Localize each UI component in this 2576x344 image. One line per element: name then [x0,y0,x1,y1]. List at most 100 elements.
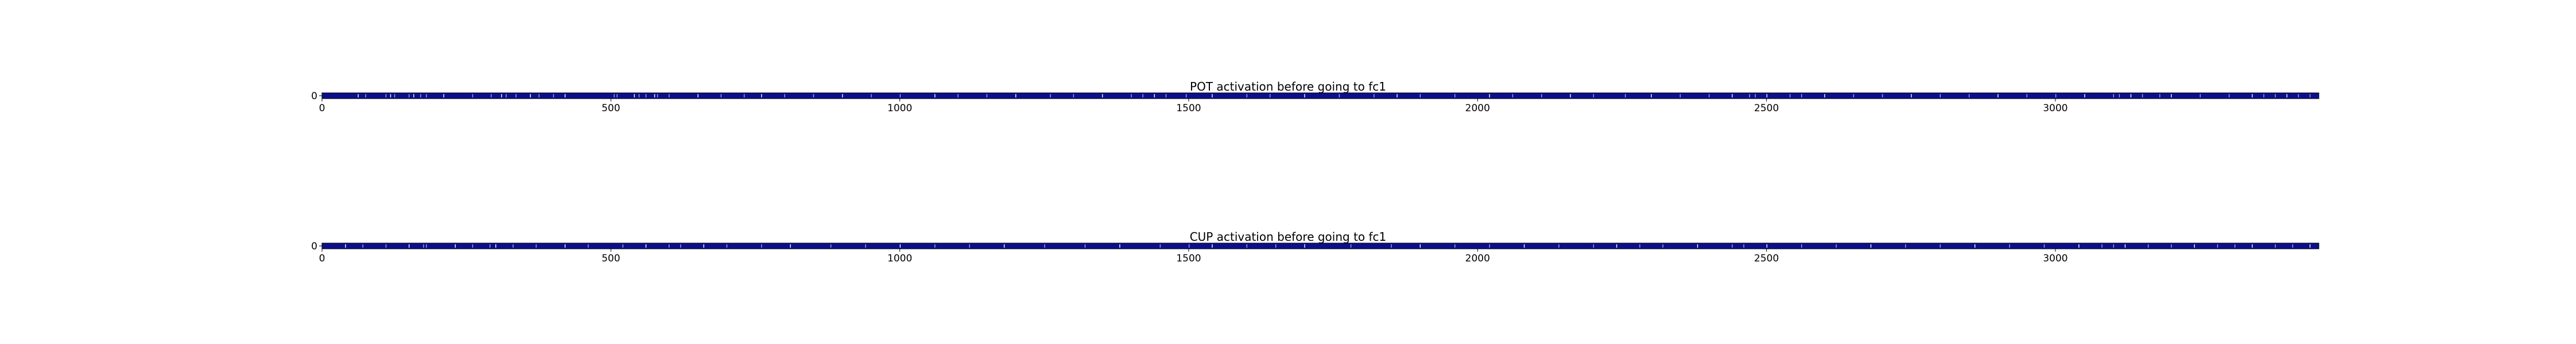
heatmap-cell [1044,244,1045,248]
x-tick-label: 2000 [1465,253,1490,264]
x-tick-label: 0 [319,253,325,264]
heatmap-cell [634,94,635,97]
heatmap-cell [443,94,444,97]
heatmap-cell [1073,94,1074,97]
heatmap-cell [616,94,618,97]
heatmap-cell [472,94,474,97]
heatmap-cell [899,244,901,248]
x-tick-label: 1000 [887,103,912,114]
heatmap-background [322,93,2319,99]
heatmap-cell [2234,244,2236,248]
heatmap-cell [2217,244,2218,248]
heatmap-cell [1824,94,1825,97]
heatmap-cell [390,94,391,97]
heatmap-cell [1616,244,1617,248]
heatmap-cell [865,244,866,248]
heatmap-cell [1743,244,1744,248]
heatmap-cell [2078,244,2080,248]
x-tick-label: 0 [319,103,325,114]
heatmap-cell [622,244,623,248]
x-tick-label: 2000 [1465,103,1490,114]
heatmap-cell [2263,94,2264,97]
heatmap-cell [1541,94,1542,97]
heatmap-cell [2055,94,2057,97]
heatmap-cell [538,94,540,97]
heatmap-cell [697,94,699,97]
x-tick-label: 1500 [1176,253,1201,264]
heatmap-cell [680,244,681,248]
heatmap-cell [420,94,421,97]
heatmap-cell [1142,94,1143,97]
heatmap-cell [2159,94,2160,97]
heatmap-cell [1101,94,1103,97]
heatmap-cell [2113,244,2115,248]
heatmap-cell [345,244,346,248]
heatmap-cell [1154,94,1155,97]
heatmap-cell [1275,244,1277,248]
heatmap-cell [1801,244,1802,248]
heatmap-cell [1419,94,1421,97]
heatmap-cell [1419,244,1421,248]
chart-title: POT activation before going to fc1 [1190,80,1386,93]
heatmap-cell [1304,244,1305,248]
heatmap-cell [365,94,366,97]
heatmap-cell [934,244,936,248]
heatmap-cell [2298,94,2299,97]
heatmap-cell [1454,244,1456,248]
heatmap-cell [1881,94,1883,97]
heatmap-cell [2194,244,2195,248]
pot-activation-heatmap: 0 500 1000 1500 2000 2500 3000 0 [311,91,2319,114]
x-tick-label: 2500 [1754,103,1779,114]
heatmap-cell [1119,244,1120,248]
heatmap-cell [1755,94,1756,97]
heatmap-cell [1662,244,1663,248]
heatmap-cell [1853,94,1855,97]
heatmap-cell [657,94,658,97]
heatmap-cell [761,244,762,248]
heatmap-cell [1939,94,1941,97]
heatmap-cell [1905,244,1906,248]
heatmap-cell [2292,244,2294,248]
x-tick-label: 2500 [1754,253,1779,264]
heatmap-cell [761,94,762,97]
heatmap-cell [934,94,936,97]
heatmap-cell [1015,94,1017,97]
heatmap-cell [1304,94,1305,97]
heatmap-cell [515,94,517,97]
heatmap-cell [1593,94,1595,97]
heatmap-cell [455,244,456,248]
heatmap-cell [1697,244,1698,248]
heatmap-cell [1339,94,1340,97]
heatmap-cell [1396,94,1398,97]
x-tick-label: 3000 [2043,103,2067,114]
heatmap-cell [2142,94,2143,97]
heatmap-cell [1997,94,1999,97]
heatmap-cell [2119,94,2120,97]
y-tick-label: 0 [311,91,317,102]
heatmap-cell [362,244,363,248]
heatmap-cell [423,244,424,248]
heatmap-cell [472,244,474,248]
heatmap-cell [501,94,502,97]
heatmap-cell [2101,244,2102,248]
heatmap-cell [784,94,785,97]
heatmap-cell [1801,94,1802,97]
heatmap-cell [1512,94,1514,97]
heatmap-cell [2113,94,2115,97]
heatmap-cell [553,94,554,97]
heatmap-cell [957,94,959,97]
chart-title: CUP activation before going to fc1 [1189,230,1387,244]
heatmap-cell [1593,244,1595,248]
heatmap-cell [413,94,414,97]
heatmap-cell [654,94,655,97]
heatmap-cell [841,94,843,97]
heatmap-cell [394,94,395,97]
heatmap-cell [1558,244,1559,248]
x-tick-label: 1500 [1176,103,1201,114]
heatmap-background [322,243,2319,249]
heatmap-cell [1454,94,1456,97]
y-tick-label: 0 [311,241,317,252]
heatmap-cell [703,244,704,248]
